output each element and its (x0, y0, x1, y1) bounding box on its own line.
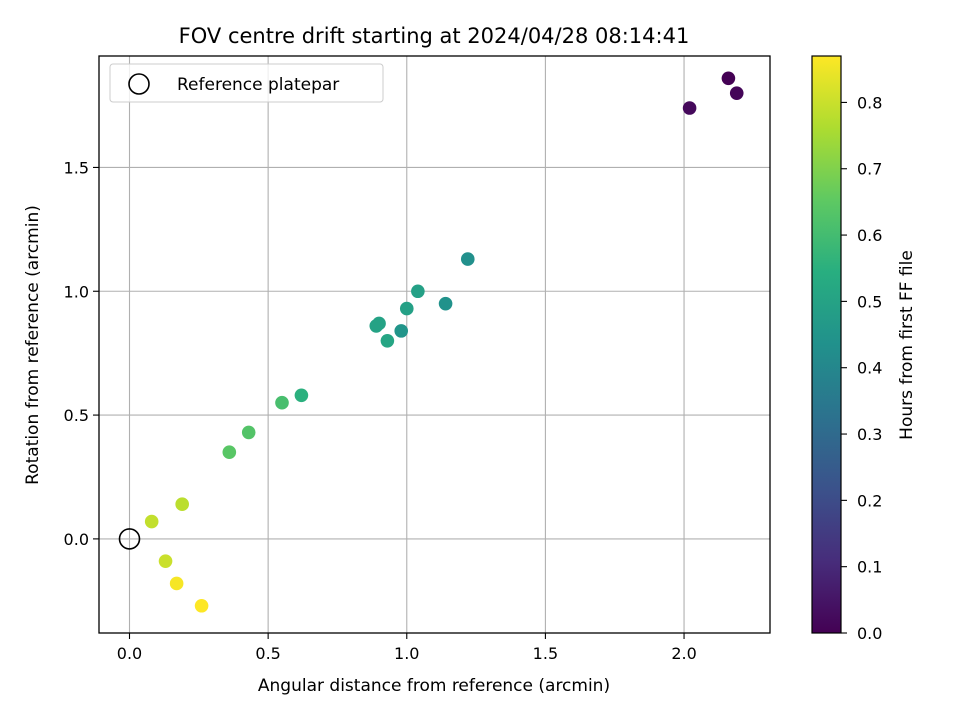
x-tick-label: 0.0 (117, 644, 142, 663)
legend: Reference platepar (109, 63, 384, 103)
scatter-point (169, 576, 184, 591)
scatter-point (438, 296, 453, 311)
y-tick-label: 1.0 (64, 282, 89, 301)
x-tick-label: 1.0 (394, 644, 419, 663)
scatter-point (729, 86, 744, 100)
scatter-point (399, 301, 414, 316)
legend-reference-marker (128, 73, 150, 95)
scatter-point (144, 514, 159, 529)
colorbar-tick-label: 0.2 (857, 491, 882, 510)
y-tick-label: 0.0 (64, 530, 89, 549)
colorbar-tick-label: 0.3 (857, 425, 882, 444)
colorbar-label: Hours from first FF file (897, 250, 917, 440)
colorbar-tick-label: 0.6 (857, 226, 882, 245)
plot-frame (98, 55, 771, 634)
colorbar-tick-label: 0.0 (857, 624, 882, 643)
colorbar-tick-label: 0.1 (857, 558, 882, 577)
scatter-point (158, 554, 173, 568)
data-points (118, 71, 744, 613)
x-tick-label: 1.5 (533, 644, 558, 663)
colorbar: 0.0 0.1 0.2 0.3 0.4 0.5 0.6 0.7 0.8 Hours from f… (811, 55, 917, 643)
colorbar-tick-label: 0.7 (857, 160, 882, 179)
scatter-point (682, 101, 697, 115)
x-tick-label: 0.5 (255, 644, 280, 663)
scatter-point (721, 71, 736, 86)
colorbar-tick-label: 0.5 (857, 292, 882, 311)
scatter-point (294, 388, 309, 403)
chart-title: FOV centre drift starting at 2024/04/28 … (179, 24, 690, 48)
scatter-point (241, 425, 256, 440)
y-axis-label: Rotation from reference (arcmin) (23, 205, 43, 485)
scatter-point (380, 333, 395, 348)
axes: 0.0 0.5 1.0 1.5 2.0 0.0 0.5 1.0 1.5 (64, 158, 697, 663)
scatter-point (460, 252, 475, 266)
y-tick-label: 1.5 (64, 158, 89, 177)
colorbar-tick-label: 0.4 (857, 359, 882, 378)
x-tick-label: 2.0 (671, 644, 696, 663)
legend-box (109, 63, 384, 103)
reference-platepar-point (118, 528, 141, 550)
scatter-point (411, 284, 425, 299)
y-tick-label: 0.5 (64, 406, 89, 425)
scatter-point (369, 319, 384, 333)
colorbar-ticks: 0.0 0.1 0.2 0.3 0.4 0.5 0.6 0.7 0.8 (841, 93, 882, 643)
colorbar-tick-label: 0.8 (857, 93, 882, 112)
scatter-point (194, 598, 209, 613)
grid (99, 56, 770, 633)
legend-entry-label: Reference platepar (177, 75, 339, 95)
scatter-point (175, 497, 189, 512)
scatter-point (222, 445, 237, 460)
scatter-point (394, 324, 409, 338)
colorbar-gradient (811, 55, 842, 634)
scatter-point (275, 395, 289, 410)
x-axis-label: Angular distance from reference (arcmin) (258, 676, 610, 696)
